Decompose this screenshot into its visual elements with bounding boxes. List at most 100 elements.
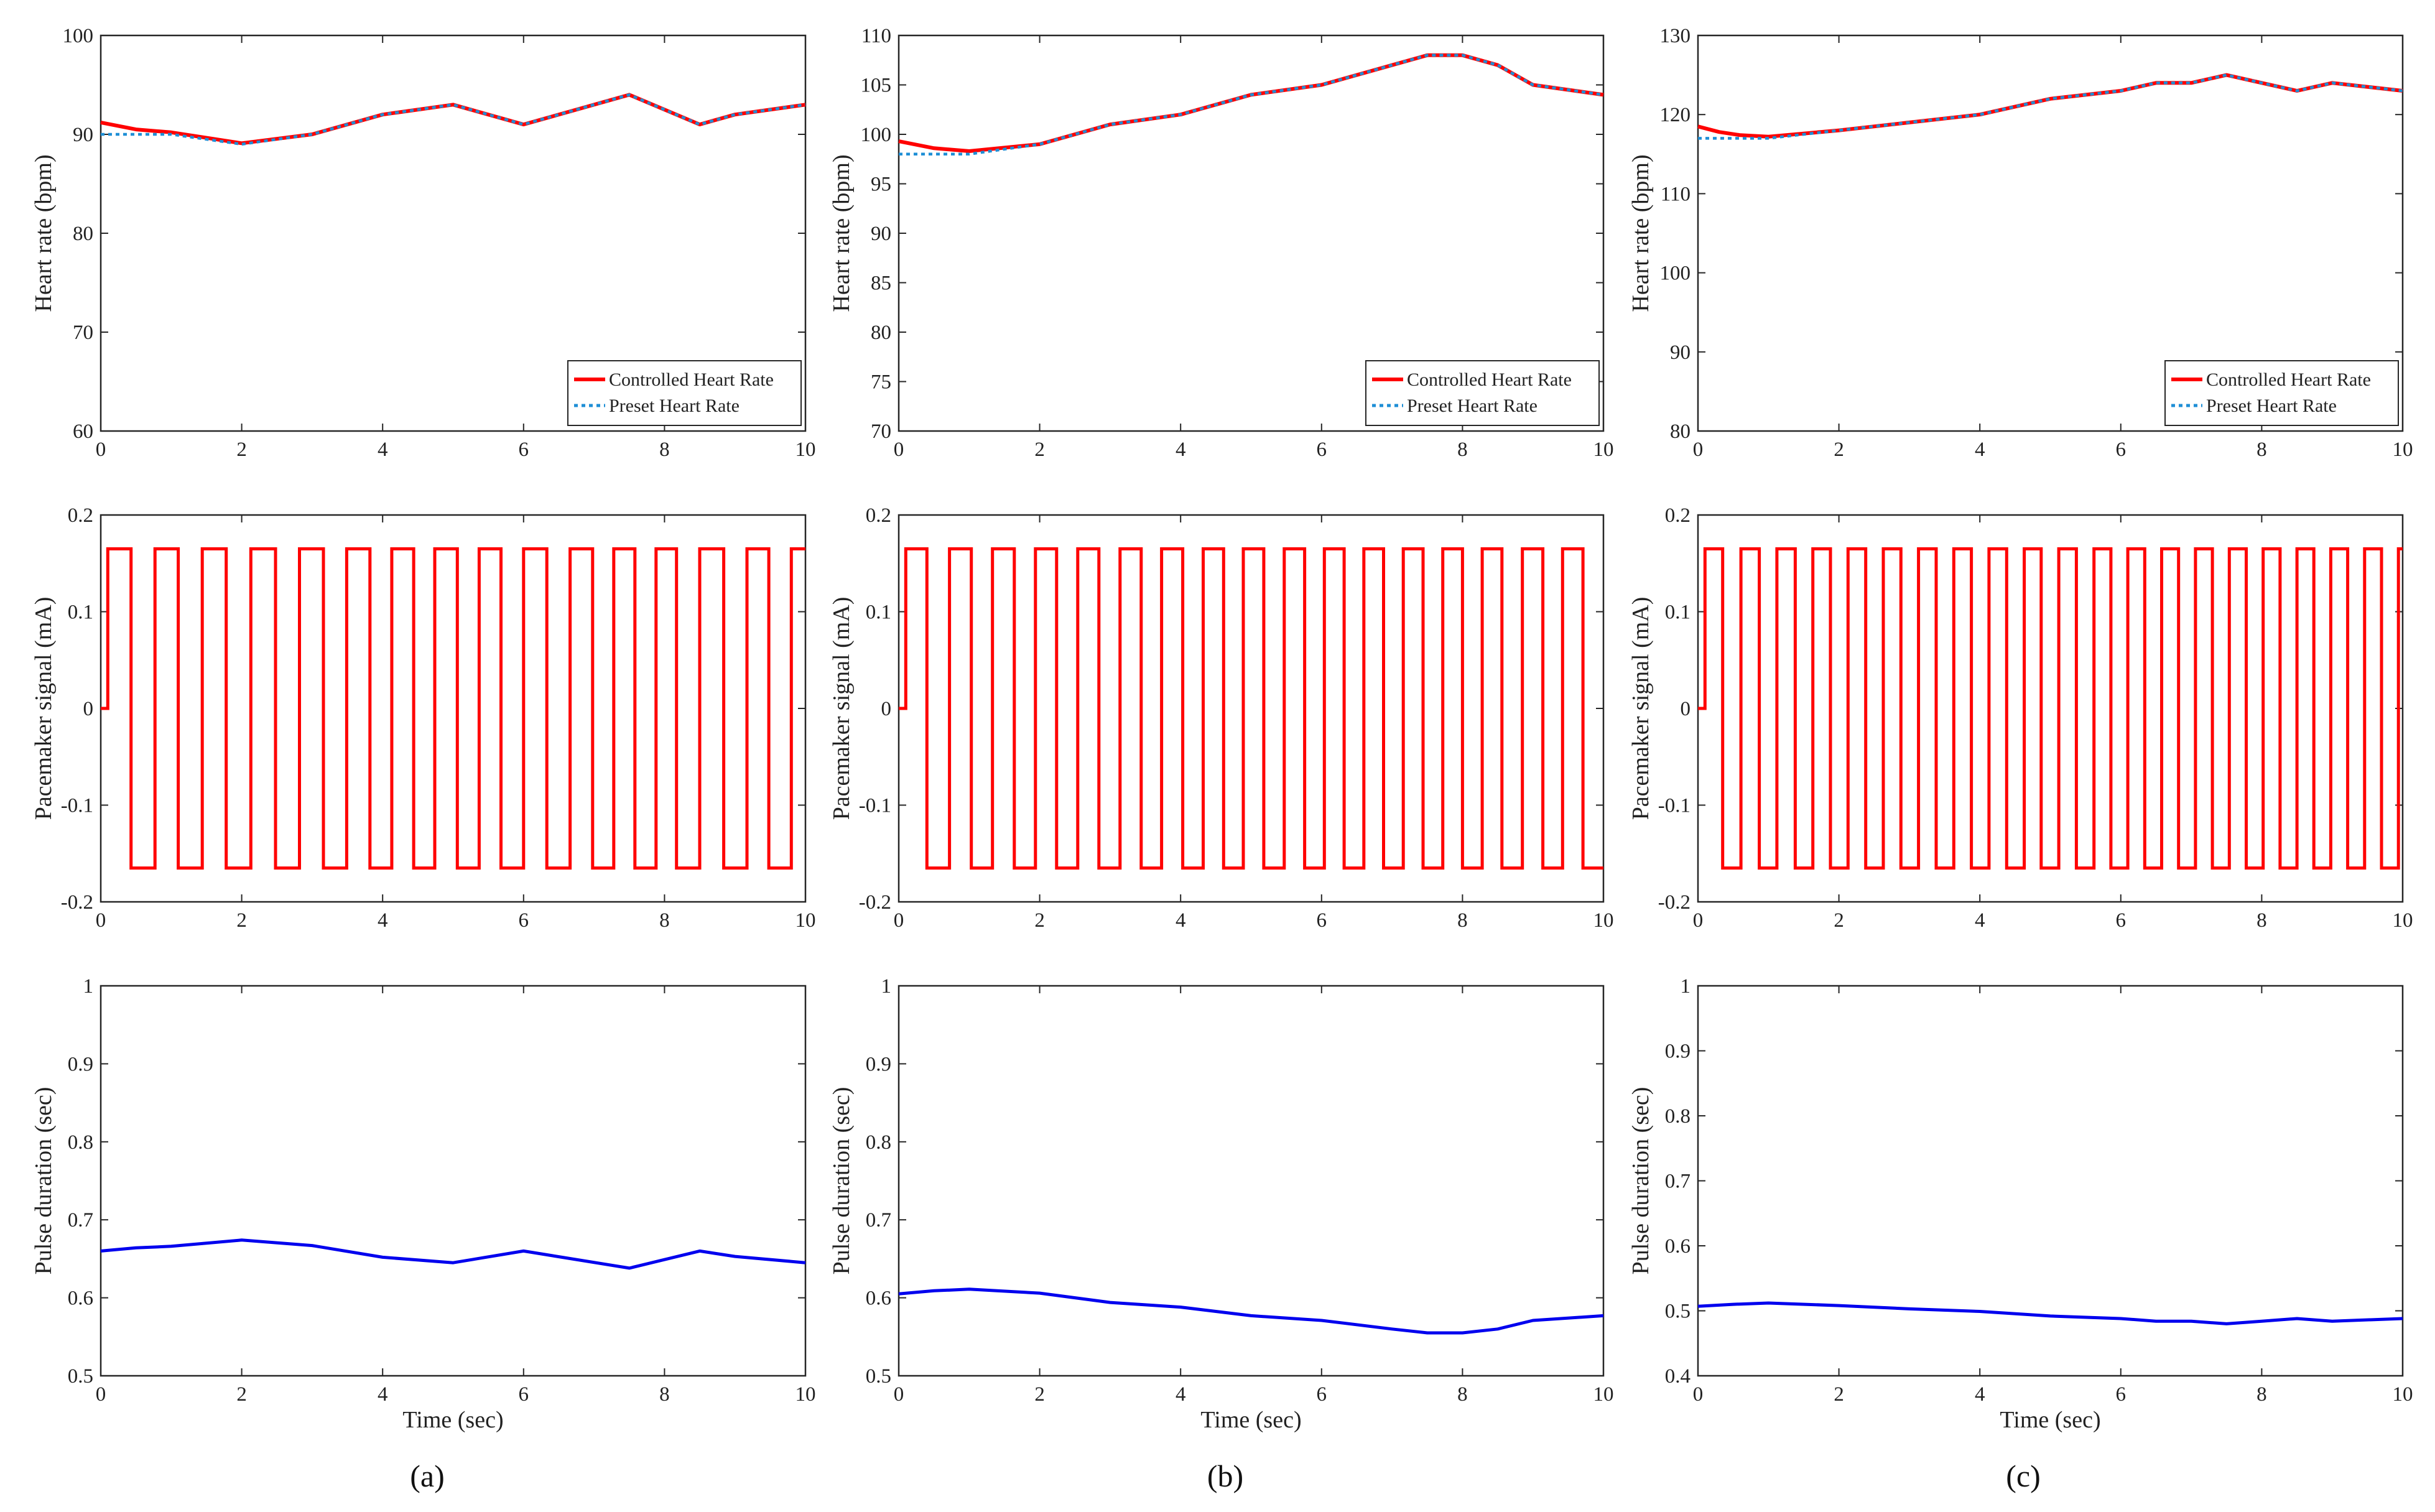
y-tick-label: 120 (1660, 104, 1691, 126)
y-tick-label: -0.1 (859, 795, 891, 817)
x-tick-label: 4 (1975, 438, 1985, 461)
y-tick-label: -0.2 (1658, 891, 1691, 914)
y-tick-label: -0.1 (1658, 795, 1691, 817)
pacemaker-signal-line (1698, 547, 2403, 870)
x-tick-label: 2 (1034, 1383, 1045, 1406)
caption-c: (c) (2006, 1459, 2041, 1493)
plot-frame (897, 985, 1605, 1377)
x-tick-label: 4 (1176, 909, 1186, 932)
y-tick-label: 0.1 (1665, 601, 1691, 624)
y-tick-label: 0.9 (68, 1053, 93, 1075)
preset-heart-rate-line (101, 93, 806, 146)
panel-c-pulse-duration: 0 2 4 6 8 10 0.4 0.5 0.6 0.7 0.8 0.9 1 Pulse duration… (1628, 975, 2413, 1433)
y-axis-label: Pulse duration (sec) (1628, 1087, 1654, 1275)
pulse-duration-line (898, 1287, 1604, 1335)
x-tick-label: 10 (795, 909, 816, 932)
x-tick-label: 8 (1457, 1383, 1468, 1406)
x-tick-label: 6 (2116, 909, 2127, 932)
x-axis-label: Time (sec) (2000, 1407, 2100, 1433)
x-tick-label: 6 (519, 1383, 529, 1406)
y-axis-label: Pacemaker signal (mA) (1628, 597, 1654, 820)
y-axis-label: Pulse duration (sec) (30, 1087, 57, 1275)
legend-label-controlled: Controlled Heart Rate (609, 369, 774, 390)
y-tick-label: 0.2 (68, 504, 93, 527)
x-tick-label: 4 (378, 438, 388, 461)
x-tick-label: 10 (2393, 438, 2413, 461)
x-tick-label: 0 (894, 438, 904, 461)
y-tick-label: 0.4 (1665, 1365, 1691, 1388)
y-axis-label: Pacemaker signal (mA) (30, 597, 57, 820)
y-tick-label: 0.9 (866, 1053, 891, 1075)
pacemaker-signal-line (101, 547, 805, 870)
x-tick-label: 10 (795, 438, 816, 461)
y-tick-label: 90 (73, 124, 93, 146)
y-axis-label: Heart rate (bpm) (828, 154, 855, 312)
x-tick-label: 8 (659, 438, 670, 461)
y-tick-label: 70 (871, 420, 891, 443)
x-tick-label: 8 (1457, 909, 1468, 932)
y-tick-label: 0.2 (866, 504, 891, 527)
x-tick-label: 6 (519, 438, 529, 461)
x-tick-label: 6 (1317, 909, 1327, 932)
x-tick-label: 10 (2393, 909, 2413, 932)
y-tick-label: 105 (861, 75, 892, 97)
panel-a-pulse-duration: 0 2 4 6 8 10 0.5 0.6 0.7 0.8 0.9 1 Pulse duration (s… (30, 975, 816, 1433)
y-tick-label: 0.5 (1665, 1301, 1691, 1323)
x-tick-label: 8 (1457, 438, 1468, 461)
x-axis-label: Time (sec) (1200, 1407, 1301, 1433)
caption-b: (b) (1207, 1459, 1243, 1493)
x-tick-label: 6 (2116, 438, 2127, 461)
y-tick-label: 0.8 (68, 1131, 93, 1154)
y-tick-label: 110 (861, 25, 891, 47)
x-tick-label: 6 (2116, 1383, 2127, 1406)
y-tick-label: 0.9 (1665, 1041, 1691, 1063)
x-tick-label: 4 (378, 1383, 388, 1406)
y-tick-label: 0.6 (68, 1287, 93, 1310)
y-axis-label: Pulse duration (sec) (828, 1087, 855, 1275)
x-tick-label: 0 (1693, 909, 1704, 932)
x-tick-label: 10 (1593, 909, 1614, 932)
y-tick-label: 100 (861, 124, 892, 146)
y-tick-label: 75 (871, 371, 891, 394)
y-tick-label: 0 (881, 698, 892, 720)
caption-a: (a) (410, 1459, 445, 1493)
panel-b-pulse-duration: 0 2 4 6 8 10 0.5 0.6 0.7 0.8 0.9 1 Pulse duration (s… (828, 975, 1614, 1433)
x-tick-label: 2 (1834, 909, 1844, 932)
y-tick-label: 95 (871, 174, 891, 196)
x-tick-label: 8 (2256, 438, 2267, 461)
x-tick-label: 0 (1693, 438, 1704, 461)
x-tick-label: 8 (2256, 909, 2267, 932)
y-tick-label: 60 (73, 420, 93, 443)
x-axis-label: Time (sec) (402, 1407, 503, 1433)
x-tick-label: 8 (659, 909, 670, 932)
x-tick-label: 2 (1034, 438, 1045, 461)
x-tick-label: 6 (1317, 1383, 1327, 1406)
plot-frame (100, 985, 807, 1377)
x-tick-label: 10 (1593, 438, 1614, 461)
y-tick-label: 90 (871, 223, 891, 245)
panel-c-heart-rate: 0 2 4 6 8 10 80 90 100 110 120 130 Heart rate (bpm) C… (1628, 25, 2413, 461)
y-tick-label: 80 (73, 223, 93, 245)
panel-a-heart-rate: 0 2 4 6 8 10 60 70 80 90 100 Heart rate (bpm) Contro… (30, 25, 816, 461)
x-tick-label: 0 (96, 438, 106, 461)
preset-heart-rate-line (1698, 73, 2403, 140)
y-tick-label: 0.7 (1665, 1171, 1691, 1193)
x-tick-label: 2 (1834, 1383, 1844, 1406)
y-tick-label: 1 (1681, 975, 1691, 998)
y-tick-label: 100 (1660, 262, 1691, 285)
plot-frame (100, 514, 807, 903)
x-tick-label: 0 (1693, 1383, 1704, 1406)
y-axis-label: Pacemaker signal (mA) (828, 597, 855, 820)
panel-b-pacemaker-signal: 0 2 4 6 8 10 -0.2 -0.1 0 0.1 0.2 Pacemaker signal (… (828, 504, 1614, 932)
y-tick-label: 80 (871, 322, 891, 344)
y-tick-label: 0.8 (866, 1131, 891, 1154)
pulse-duration-line (100, 1238, 806, 1270)
pulse-duration-line (1697, 1301, 2403, 1325)
x-tick-label: 2 (1834, 438, 1844, 461)
y-tick-label: 110 (1661, 183, 1691, 205)
y-tick-label: 85 (871, 272, 891, 295)
x-tick-label: 2 (236, 909, 247, 932)
y-tick-label: 0.1 (866, 601, 891, 624)
legend-box (567, 360, 802, 426)
